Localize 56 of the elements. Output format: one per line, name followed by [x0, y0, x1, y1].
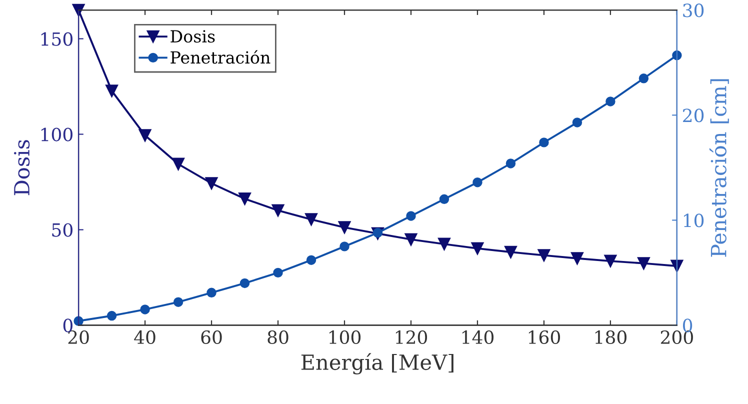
x-tick-label: 180: [595, 330, 626, 344]
point: [506, 158, 516, 168]
y-tick-label: 50: [52, 223, 72, 237]
point: [606, 96, 616, 106]
point: [340, 242, 350, 252]
point: [471, 242, 484, 255]
y2-tick-label: 10: [684, 214, 704, 228]
point: [273, 268, 283, 278]
x-tick-label: 60: [201, 330, 222, 344]
x-tick-label: 200: [660, 330, 693, 344]
point: [140, 304, 150, 314]
point: [206, 288, 216, 298]
legend-label: Dosis: [170, 30, 215, 43]
point: [72, 4, 85, 16]
y-tick-label: 150: [41, 32, 72, 46]
point: [305, 213, 318, 226]
point: [404, 233, 418, 246]
point: [638, 74, 649, 84]
x-tick-label: 20: [68, 330, 89, 344]
point: [439, 194, 450, 204]
y2-tick-label: 30: [683, 4, 704, 18]
point: [238, 192, 252, 206]
point: [173, 297, 184, 307]
x-tick-label: 120: [396, 330, 428, 344]
legend-label: Penetración: [170, 50, 270, 64]
x-tick-label: 160: [528, 330, 560, 344]
point: [138, 129, 152, 142]
point: [106, 310, 117, 321]
point: [106, 84, 118, 98]
y-axis-title: Dosis: [14, 140, 30, 196]
point: [539, 138, 549, 148]
point: [472, 178, 482, 188]
point: [637, 257, 650, 270]
point: [406, 211, 416, 221]
point: [504, 246, 517, 258]
x-tick-label: 40: [134, 330, 156, 344]
point: [240, 278, 250, 288]
y2-tick-label: 0: [682, 318, 692, 332]
x-tick-label: 100: [329, 330, 361, 344]
x-tick-label: 80: [268, 330, 288, 344]
x-tick-label: 140: [462, 330, 494, 344]
point: [572, 118, 582, 128]
y2-tick-label: 20: [683, 108, 704, 122]
point: [272, 204, 284, 217]
point: [338, 221, 351, 234]
y-tick-label: 100: [41, 128, 72, 142]
point: [438, 238, 450, 250]
y-tick-label: 0: [63, 318, 72, 332]
y2-axis-title: Penetración [cm]: [710, 79, 729, 257]
point: [570, 252, 584, 265]
point: [172, 158, 185, 170]
point: [306, 255, 316, 265]
point: [538, 249, 550, 262]
x-axis-title: Energía [MeV]: [301, 353, 454, 374]
point: [205, 177, 218, 190]
point: [604, 254, 617, 268]
